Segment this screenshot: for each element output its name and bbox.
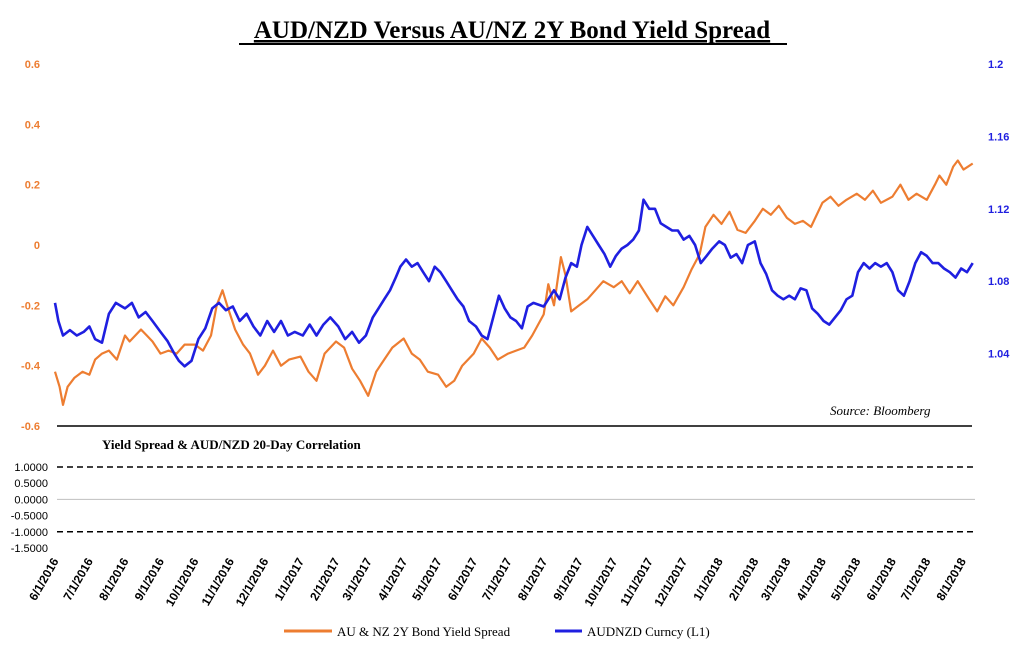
x-axis-tick-label: 5/1/2018	[828, 555, 864, 603]
x-axis-tick-label: 7/1/2016	[61, 555, 97, 603]
right-axis-tick-label: 1.2	[988, 59, 1003, 71]
x-axis-tick-label: 2/1/2017	[307, 555, 343, 603]
correlation-panel-title: Yield Spread & AUD/NZD 20-Day Correlatio…	[102, 437, 361, 452]
x-axis-tick-label: 8/1/2018	[934, 555, 970, 603]
correlation-axis-tick-label: 1.0000	[14, 462, 48, 474]
x-axis-tick-label: 11/1/2016	[199, 555, 238, 608]
left-axis-tick-label: 0.2	[25, 180, 40, 192]
audnzd-series-line	[53, 198, 974, 368]
source-note: Source: Bloomberg	[830, 403, 931, 418]
correlation-axis-tick-label: -1.0000	[11, 527, 48, 539]
x-axis-tick-label: 9/1/2016	[132, 555, 168, 603]
line-series-layer	[53, 159, 974, 406]
correlation-axis-tick-label: 0.0000	[14, 494, 48, 506]
x-axis-tick-label: 4/1/2018	[794, 555, 830, 603]
right-axis-tick-label: 1.12	[988, 204, 1009, 216]
x-axis-tick-label: 1/1/2017	[272, 555, 308, 603]
chart-title: AUD/NZD Versus AU/NZ 2Y Bond Yield Sprea…	[254, 17, 770, 44]
left-axis-tick-label: -0.4	[21, 361, 41, 373]
x-axis-tick-label: 6/1/2016	[26, 555, 62, 603]
legend-label-audnzd: AUDNZD Curncy (L1)	[587, 624, 710, 639]
left-axis-tick-label: -0.2	[21, 300, 40, 312]
x-axis-tick-label: 10/1/2017	[581, 555, 620, 609]
x-axis-tick-label: 12/1/2017	[651, 555, 690, 609]
correlation-axis-tick-label: -1.5000	[11, 543, 48, 555]
x-axis-tick-label: 7/1/2017	[479, 555, 515, 603]
right-axis-tick-label: 1.04	[988, 349, 1010, 361]
x-axis-tick-label: 1/1/2018	[690, 555, 726, 603]
left-axis-tick-label: 0	[34, 240, 40, 252]
spread-series-line	[53, 159, 974, 406]
correlation-axis-tick-label: -0.5000	[11, 511, 48, 523]
left-axis-tick-label: 0.4	[25, 119, 41, 131]
x-axis-tick-label: 6/1/2017	[445, 555, 481, 603]
x-axis-tick-label: 3/1/2017	[339, 555, 375, 603]
left-axis-tick-label: 0.6	[25, 59, 40, 71]
x-axis-tick-label: 9/1/2017	[550, 555, 586, 603]
x-axis-tick-label: 11/1/2017	[617, 555, 656, 608]
x-axis-tick-label: 6/1/2018	[864, 555, 900, 603]
left-axis-tick-label: -0.6	[21, 421, 40, 433]
legend: AU & NZ 2Y Bond Yield Spread AUDNZD Curn…	[284, 624, 710, 639]
x-axis-tick-label: 10/1/2016	[163, 555, 202, 609]
legend-label-spread: AU & NZ 2Y Bond Yield Spread	[337, 624, 511, 639]
x-axis-tick-label: 3/1/2018	[758, 555, 794, 603]
x-axis-tick-label: 8/1/2017	[515, 555, 551, 603]
x-axis-tick-label: 7/1/2018	[898, 555, 934, 603]
x-axis-tick-label: 5/1/2017	[409, 555, 445, 603]
x-axis-tick-label: 12/1/2016	[233, 555, 272, 609]
x-axis-tick-label: 4/1/2017	[375, 555, 411, 603]
right-axis-tick-label: 1.16	[988, 131, 1009, 143]
x-axis-tick-label: 8/1/2016	[96, 555, 132, 603]
right-axis-tick-label: 1.08	[988, 276, 1009, 288]
x-axis-tick-label: 2/1/2018	[726, 555, 762, 603]
correlation-axis-tick-label: 0.5000	[14, 478, 48, 490]
